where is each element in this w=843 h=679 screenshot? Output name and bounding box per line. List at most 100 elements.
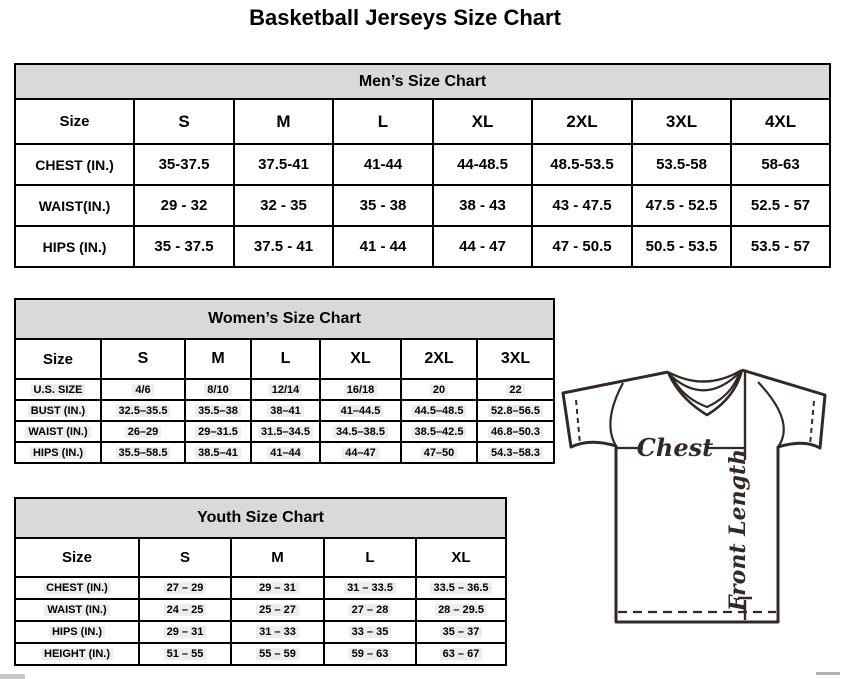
cell: 54.3–58.3: [475, 441, 556, 464]
cell: 48.5-53.5: [531, 143, 633, 186]
cell: 63 – 67: [415, 642, 507, 666]
cell: 37.5 - 41: [233, 225, 334, 268]
row-label: HIPS (IN.): [14, 620, 140, 644]
cell: 32 - 35: [233, 184, 334, 227]
row-label: U.S. SIZE: [14, 378, 102, 401]
cell: 27 – 29: [138, 576, 232, 600]
row-label: WAIST (IN.): [14, 420, 102, 443]
collar-inner-v: [671, 373, 741, 409]
cell: 27 – 28: [323, 598, 417, 622]
collar-rib-arc: [669, 371, 741, 392]
cell: 31 – 33.5: [323, 576, 417, 600]
column-header: M: [233, 98, 334, 145]
cell: 34.5–38.5: [319, 420, 402, 443]
cell: 55 – 59: [230, 642, 325, 666]
row-label: HEIGHT (IN.): [14, 642, 140, 666]
cuff-stitch-right: [809, 400, 815, 446]
row-label: HIPS (IN.): [14, 225, 135, 268]
cell: 8/10: [184, 378, 252, 401]
table-row: CHEST (IN.) 35-37.5 37.5-41 41-44 44-48.…: [14, 143, 832, 186]
cell: 47 - 50.5: [531, 225, 633, 268]
cell: 43 - 47.5: [531, 184, 633, 227]
column-header: Size: [14, 537, 140, 578]
table-row: WAIST (IN.) 24 – 25 25 – 27 27 – 28 28 –…: [14, 598, 507, 622]
cell: 29–31.5: [184, 420, 252, 443]
cell: 44.5–48.5: [400, 399, 478, 422]
cell: 44 - 47: [432, 225, 533, 268]
armhole-seam-left: [609, 382, 624, 447]
cell: 35 – 37: [415, 620, 507, 644]
cell: 41 - 44: [332, 225, 434, 268]
cell: 35 - 37.5: [133, 225, 235, 268]
youth-table-title: Youth Size Chart: [14, 497, 507, 539]
column-header: S: [100, 338, 186, 380]
cell: 33.5 – 36.5: [415, 576, 507, 600]
mens-table-title: Men’s Size Chart: [13, 63, 832, 100]
table-row: WAIST (IN.) 26–29 29–31.5 31.5–34.5 34.5…: [14, 420, 556, 443]
table-row: HIPS (IN.) 35.5–58.5 38.5–41 41–44 44–47…: [14, 441, 556, 464]
table-row: U.S. SIZE 4/6 8/10 12/14 16/18 20 22: [14, 378, 556, 401]
cell: 20: [400, 378, 478, 401]
cell: 44–47: [319, 441, 402, 464]
cell: 41–44.5: [319, 399, 402, 422]
jersey-outline: [561, 368, 827, 624]
column-header: 2XL: [531, 98, 633, 145]
column-header: 3XL: [475, 338, 556, 380]
column-header: L: [323, 537, 417, 578]
collar-back-arc: [667, 368, 743, 383]
cell: 31.5–34.5: [250, 420, 321, 443]
row-label: BUST (IN.): [14, 399, 102, 422]
womens-size-table: Women’s Size Chart Size S M L XL 2XL 3XL…: [13, 298, 556, 464]
column-header: Size: [14, 338, 102, 380]
horizontal-scrollbar-fragment-left[interactable]: [0, 674, 25, 679]
row-label: CHEST (IN.): [14, 143, 135, 186]
column-header: XL: [415, 537, 507, 578]
armhole-seam-right: [757, 381, 785, 448]
cell: 35.5–58.5: [100, 441, 186, 464]
cell: 25 – 27: [230, 598, 325, 622]
cell: 28 – 29.5: [415, 598, 507, 622]
front-length-line: [738, 371, 752, 620]
cell: 29 - 32: [133, 184, 235, 227]
table-row: CHEST (IN.) 27 – 29 29 – 31 31 – 33.5 33…: [14, 576, 507, 600]
cell: 38–41: [250, 399, 321, 422]
front-length-label: Front Length: [725, 449, 751, 612]
cell: 41-44: [332, 143, 434, 186]
column-header: M: [184, 338, 252, 380]
row-label: HIPS (IN.): [14, 441, 102, 464]
cell: 58-63: [729, 143, 832, 186]
cell: 52.5 - 57: [729, 184, 832, 227]
cell: 35-37.5: [133, 143, 235, 186]
cell: 47.5 - 52.5: [631, 184, 732, 227]
column-header: S: [133, 98, 235, 145]
column-header: Size: [14, 98, 135, 145]
column-header: XL: [319, 338, 402, 380]
row-label: WAIST(IN.): [14, 184, 135, 227]
row-label: CHEST (IN.): [14, 576, 140, 600]
cell: 35 - 38: [332, 184, 434, 227]
cell: 38.5–42.5: [400, 420, 478, 443]
column-header: S: [138, 537, 232, 578]
cell: 32.5–35.5: [100, 399, 186, 422]
collar-outer-v: [666, 369, 744, 417]
page-title: Basketball Jerseys Size Chart: [249, 5, 561, 30]
cuff-stitch-left: [575, 399, 581, 445]
cell: 33 – 35: [323, 620, 417, 644]
cell: 12/14: [250, 378, 321, 401]
cell: 51 – 55: [138, 642, 232, 666]
column-header: M: [230, 537, 325, 578]
table-row: WAIST(IN.) 29 - 32 32 - 35 35 - 38 38 - …: [14, 184, 832, 227]
cell: 22: [475, 378, 556, 401]
cell: 4/6: [100, 378, 186, 401]
cell: 16/18: [319, 378, 402, 401]
cell: 59 – 63: [323, 642, 417, 666]
cell: 29 – 31: [230, 576, 325, 600]
column-header: 3XL: [631, 98, 732, 145]
cell: 35.5–38: [184, 399, 252, 422]
table-row: HEIGHT (IN.) 51 – 55 55 – 59 59 – 63 63 …: [14, 642, 507, 666]
cell: 44-48.5: [432, 143, 533, 186]
cell: 26–29: [100, 420, 186, 443]
horizontal-scrollbar-fragment-right[interactable]: [816, 672, 840, 675]
column-header: 2XL: [400, 338, 478, 380]
cell: 46.8–50.3: [475, 420, 556, 443]
